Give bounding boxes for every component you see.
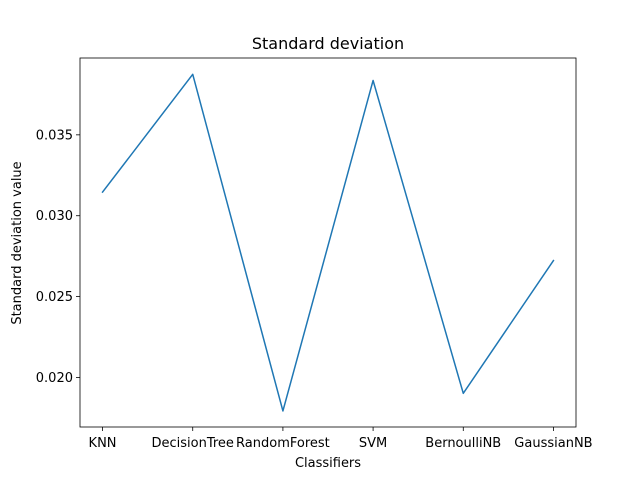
x-tick-label-2: RandomForest xyxy=(236,436,330,451)
y-tick-label-2: 0.030 xyxy=(36,209,73,224)
y-tick-label-0: 0.020 xyxy=(36,371,73,386)
x-tick-label-3: SVM xyxy=(359,436,387,451)
x-tick-label-1: DecisionTree xyxy=(152,436,234,451)
x-tick-label-0: KNN xyxy=(89,436,117,451)
x-axis-label: Classifiers xyxy=(295,456,361,471)
y-tick-label-1: 0.025 xyxy=(36,290,73,305)
x-tick-label-5: GaussianNB xyxy=(514,436,592,451)
y-axis-label: Standard deviation value xyxy=(10,161,25,324)
plot-area: KNN DecisionTree RandomForest SVM BernoulliN… xyxy=(36,57,593,451)
series-line-0 xyxy=(101,73,555,412)
chart-title: Standard deviation xyxy=(252,34,404,53)
axes-frame xyxy=(79,57,577,428)
y-tick-label-3: 0.035 xyxy=(36,128,73,143)
x-tick-label-4: BernoulliNB xyxy=(425,436,501,451)
